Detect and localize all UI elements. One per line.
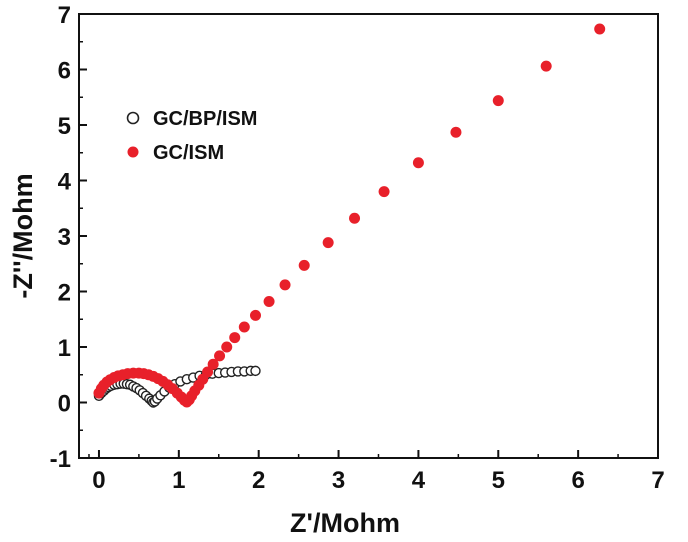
data-point — [221, 341, 233, 353]
y-tick-label: 1 — [58, 335, 71, 362]
x-tick-label: 3 — [332, 467, 345, 494]
x-axis-label: Z'/Mohm — [290, 508, 400, 538]
x-tick-label: 2 — [252, 467, 265, 494]
x-tick-label: 1 — [172, 467, 185, 494]
data-point — [249, 309, 261, 321]
data-point — [279, 279, 291, 291]
data-point — [492, 95, 504, 107]
legend-label-gc-bp-ism: GC/BP/ISM — [153, 108, 257, 130]
y-tick-label: 5 — [58, 113, 71, 140]
x-tick-label: 0 — [92, 467, 105, 494]
x-tick-label: 7 — [651, 467, 664, 494]
y-tick-label: 6 — [58, 58, 71, 85]
y-tick-label: 2 — [58, 280, 71, 307]
x-tick-label: 6 — [571, 467, 584, 494]
legend: GC/BP/ISM GC/ISM — [126, 108, 257, 164]
data-point — [229, 332, 241, 344]
x-tick-label: 5 — [492, 467, 505, 494]
legend-label-gc-ism: GC/ISM — [153, 142, 224, 164]
data-point — [250, 365, 261, 377]
legend-marker-gc-bp-ism — [126, 111, 140, 125]
data-point — [214, 350, 226, 362]
data-point — [349, 212, 361, 224]
data-point — [238, 321, 250, 333]
data-series — [93, 23, 606, 408]
data-point — [263, 295, 275, 307]
data-point — [540, 60, 552, 72]
data-point — [207, 358, 219, 370]
y-axis-label: -Z''/Mohm — [8, 173, 38, 298]
y-tick-label: 4 — [58, 169, 72, 196]
y-axis-ticks: -1 0 1 2 3 4 5 6 7 — [50, 2, 87, 473]
data-point — [378, 186, 390, 198]
data-point — [450, 126, 462, 138]
data-point — [322, 237, 334, 249]
y-tick-label: 0 — [58, 391, 71, 418]
data-point — [298, 259, 310, 271]
data-point — [594, 23, 606, 35]
y-tick-label: 7 — [58, 2, 71, 29]
series-gc-ism — [93, 23, 606, 408]
x-axis-ticks: 0 1 2 3 4 5 6 7 — [88, 450, 665, 494]
x-tick-label: 4 — [412, 467, 426, 494]
data-point — [202, 366, 214, 378]
data-point — [412, 157, 424, 169]
y-tick-label: 3 — [58, 224, 71, 251]
y-tick-label: -1 — [50, 446, 71, 473]
legend-marker-gc-ism — [127, 146, 139, 158]
